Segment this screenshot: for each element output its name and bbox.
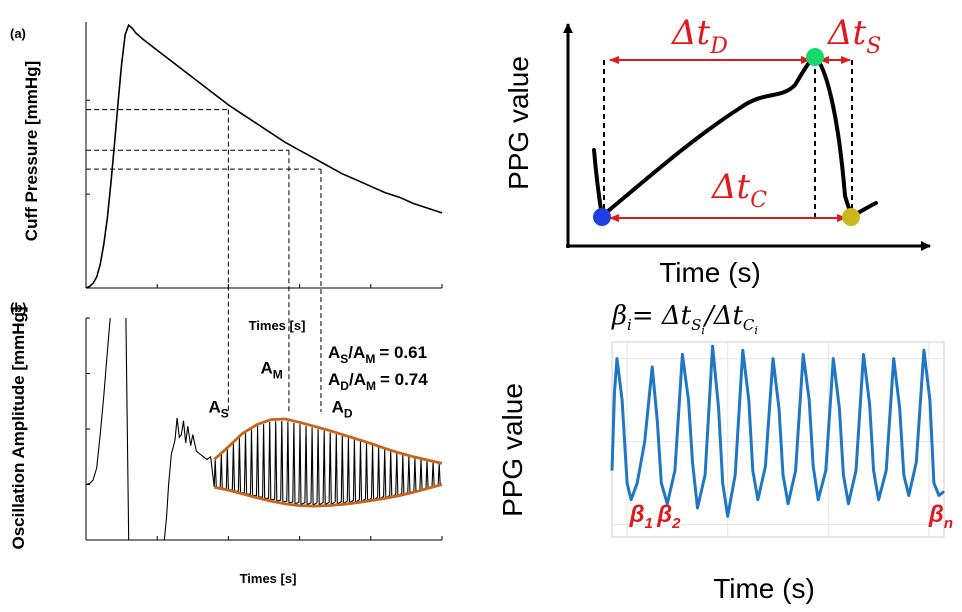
panel-c-dt-d-label: ΔtD: [670, 13, 728, 59]
beta-symbol: β: [656, 501, 672, 528]
panel-d-ppg-line: [610, 344, 945, 518]
panel-d-beta-n: βn: [928, 501, 953, 532]
ratio-den_sub: M: [366, 379, 376, 393]
beta-sub: 1: [645, 515, 653, 532]
panel-b-envelopes: [213, 417, 443, 508]
ratio-num: A: [328, 343, 340, 362]
ratio-num: A: [328, 370, 340, 389]
panel-c-peak-point: [806, 48, 824, 66]
panel-d-beta-2: β2: [656, 501, 681, 532]
panel-b-lower-envelope: [213, 483, 443, 508]
beta-symbol: β: [629, 501, 645, 528]
ratio-value: = 0.61: [379, 343, 427, 362]
panel-d-beta-labels: β1 β2 βn: [629, 501, 953, 532]
beta-sub: n: [944, 515, 953, 532]
panel-a-label: (a): [10, 26, 26, 41]
annotation-main: A: [260, 359, 272, 378]
panel-c-formula: βi= ΔtSi/ΔtCi: [611, 301, 758, 337]
ratio-den: A: [354, 370, 366, 389]
panel-c-onset-point: [593, 208, 611, 226]
panel-b-annotation-ad: AD: [332, 397, 353, 420]
panel-d-ppg-signal: β1 β2 βn PPG value Time (s): [497, 341, 953, 604]
panel-c-end-point: [842, 208, 860, 226]
panel-b-ratio-1: AD/AM = 0.74: [328, 370, 428, 393]
beta-sub: 2: [671, 515, 681, 532]
panel-d-ppg-curve: [610, 344, 945, 518]
ratio-num_sub: S: [340, 352, 348, 366]
panel-a-reference-lines: [86, 109, 322, 412]
panel-b-upper-envelope: [213, 417, 443, 465]
panel-c-ppg-schematic: ΔtD ΔtS ΔtC PPG value Time (s) βi= ΔtSi/…: [503, 13, 931, 337]
panel-a-ylabel: Cuff Pressure [mmHg]: [22, 61, 41, 241]
panel-a-axes: [85, 22, 443, 289]
panel-c-xlabel: Time (s): [659, 257, 761, 288]
panel-c-ylabel: PPG value: [503, 56, 534, 190]
panel-b-xlabel: Times [s]: [240, 571, 297, 586]
ratio-slash: /: [348, 343, 353, 362]
panel-b-annotation-am: AM: [260, 359, 282, 382]
panel-b-label: (b): [10, 300, 27, 315]
ratio-num_sub: D: [340, 379, 349, 393]
panel-b-annotation-as: AS: [208, 397, 228, 420]
panel-a-pressure-line: [85, 23, 443, 289]
panel-a-pressure-curve: [85, 23, 443, 289]
panel-b-oscillation-line: [85, 317, 441, 541]
panel-d-ylabel: PPG value: [497, 383, 528, 517]
panel-c-dt-c-label: ΔtC: [710, 167, 767, 213]
panel-c-dt-s-label: ΔtS: [826, 13, 881, 59]
ratio-slash: /: [349, 370, 354, 389]
annotation-sub: S: [221, 406, 229, 420]
ratio-value: = 0.74: [380, 370, 428, 389]
panel-b-ylabel: Oscillation Amplitude [mmHg]: [9, 306, 28, 549]
annotation-sub: M: [273, 368, 283, 382]
panel-d-xlabel: Time (s): [713, 573, 815, 604]
panel-d-beta-1: β1: [629, 501, 653, 532]
panel-b-oscillation-curve: [85, 317, 441, 541]
annotation-main: A: [208, 397, 220, 416]
ratio-den: A: [353, 343, 365, 362]
annotation-sub: D: [344, 406, 353, 420]
panel-a-cuff-pressure: (a) Cuff Pressure [mmHg]: [10, 22, 443, 412]
annotation-main: A: [332, 397, 344, 416]
ratio-den_sub: M: [365, 352, 375, 366]
beta-symbol: β: [928, 501, 944, 528]
panel-b-ratio-0: AS/AM = 0.61: [328, 343, 427, 366]
panel-b-top-xlabel: Times [s]: [249, 318, 306, 333]
